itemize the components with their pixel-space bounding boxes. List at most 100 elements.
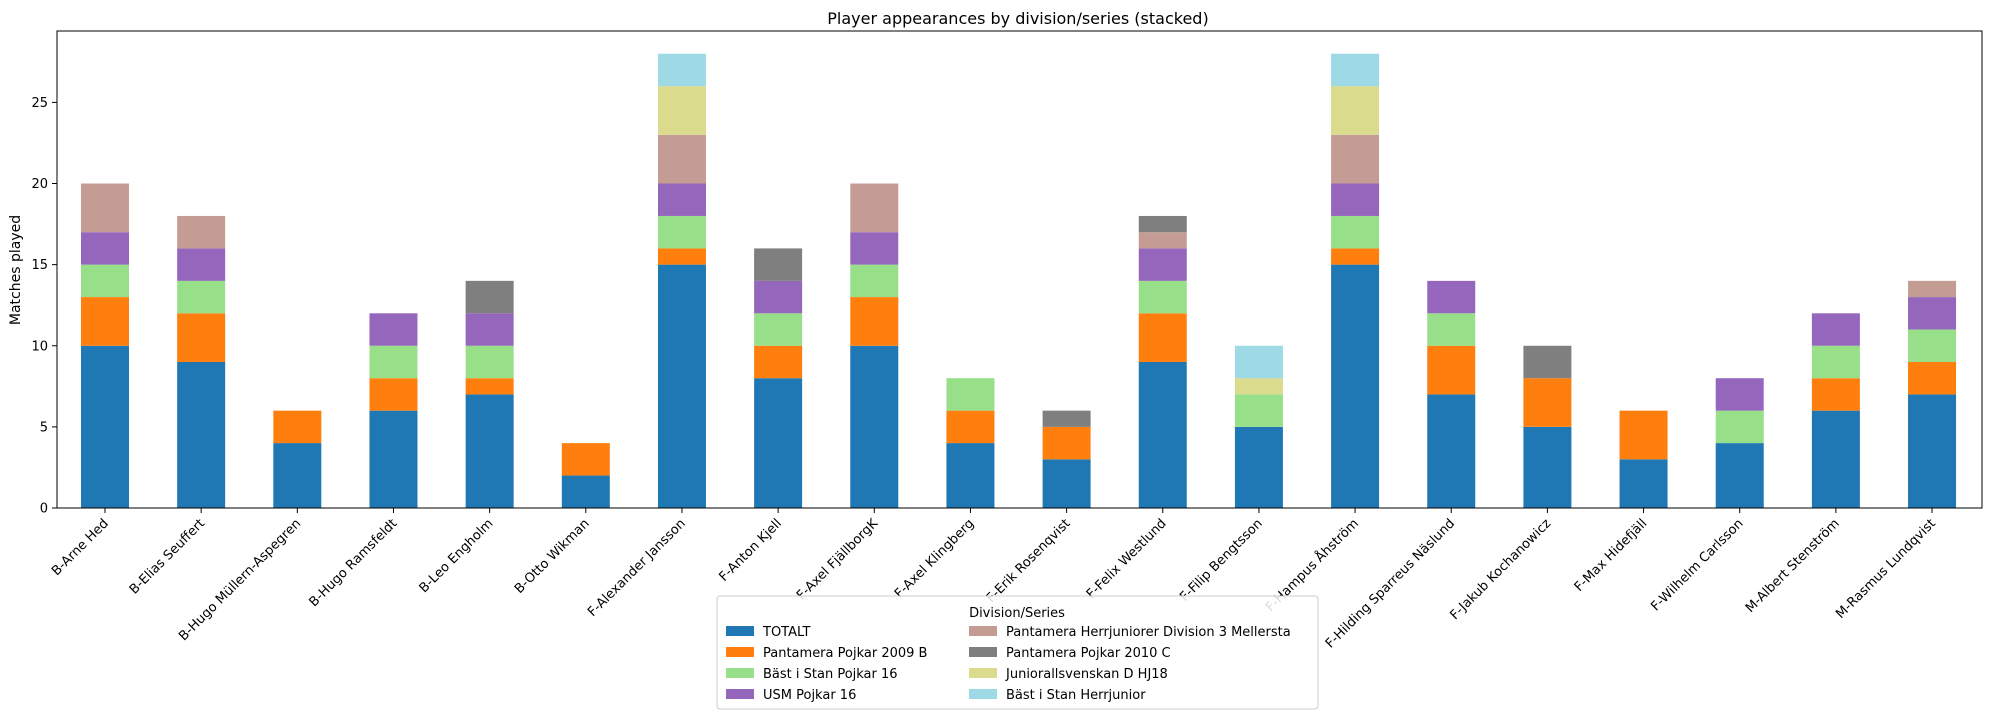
bar-segment: [369, 378, 418, 411]
bar-segment: [1523, 426, 1572, 508]
bar-segment: [754, 313, 803, 346]
bar-segment: [657, 215, 706, 249]
x-tick-label: F-Max Hidefjäll: [1572, 516, 1651, 595]
bar-segment: [1234, 394, 1283, 427]
bar-segment: [1331, 134, 1380, 184]
bar-segment: [1234, 345, 1283, 379]
legend-items: TOTALT Pantamera Pojkar 2009 B Bäst i Stan…: [726, 625, 1291, 703]
bar-segment: [81, 264, 129, 298]
legend-swatch: [969, 668, 997, 678]
legend-label: Bäst i Stan Pojkar 16: [763, 667, 898, 682]
bar-segment: [1138, 215, 1187, 233]
bar-segment: [1234, 426, 1283, 508]
bar-segment: [1427, 394, 1476, 508]
bar-segment: [1331, 264, 1380, 508]
bar-segment: [657, 86, 706, 135]
legend-label: Juniorallsvenskan D HJ18: [1005, 667, 1168, 682]
x-tick-label: F-Alexander Jansson: [585, 516, 689, 620]
x-tick-label: F-Erik Rosenqvist: [984, 516, 1074, 606]
y-tick-label: 15: [31, 258, 48, 273]
bar-segment: [850, 297, 899, 346]
legend-label: Pantamera Pojkar 2010 C: [1006, 646, 1171, 661]
bar-segment: [1619, 410, 1668, 460]
bar-segment: [369, 410, 418, 508]
x-tick-label: F-Axel FjällborgK: [794, 516, 881, 603]
x-tick-label: B-Elias Seuffert: [127, 516, 208, 597]
legend: Division/Series TOTALT Pantamera Pojkar 2…: [716, 595, 1319, 710]
x-tick-label: B-Hugo Ramsfeldt: [307, 516, 401, 610]
bar-segment: [754, 280, 803, 314]
legend-label: Pantamera Herrjuniorer Division 3 Meller…: [1006, 625, 1291, 640]
bar-segment: [850, 232, 899, 265]
x-tick-label: F-Felix Westlund: [1084, 516, 1170, 602]
legend-swatch: [969, 689, 997, 699]
bar-segment: [1138, 280, 1187, 314]
bar-segment: [1042, 426, 1091, 460]
y-tick-label: 25: [31, 96, 48, 111]
x-tick-label: M-Albert Stenström: [1743, 516, 1843, 616]
bar-segment: [1042, 410, 1091, 427]
bar-segment: [177, 215, 226, 249]
bars-layer: [81, 53, 1957, 508]
bar-segment: [1331, 86, 1380, 135]
legend-swatch: [969, 647, 997, 657]
bar-segment: [754, 248, 803, 281]
bar-segment: [1715, 378, 1764, 411]
bar-segment: [1715, 443, 1764, 508]
legend-label: Pantamera Pojkar 2009 B: [763, 646, 927, 661]
bar-segment: [850, 264, 899, 298]
y-tick-label: 20: [31, 177, 48, 192]
bar-segment: [657, 248, 706, 265]
bar-segment: [1331, 53, 1380, 87]
legend-swatch: [726, 668, 754, 678]
y-axis-label: Matches played: [8, 215, 24, 325]
bar-segment: [1331, 183, 1380, 216]
bar-segment: [81, 232, 129, 265]
bar-segment: [1042, 459, 1091, 508]
bar-segment: [81, 345, 129, 508]
bar-segment: [273, 443, 322, 508]
bar-segment: [1523, 345, 1572, 379]
bar-segment: [1427, 280, 1476, 314]
bar-segment: [1908, 394, 1957, 508]
bar-segment: [1427, 313, 1476, 346]
bar-segment: [1138, 361, 1187, 508]
bar-segment: [561, 475, 610, 508]
x-tick-label: B-Arne Hed: [49, 516, 112, 579]
legend-label: Bäst i Stan Herrjunior: [1006, 688, 1146, 703]
bar-segment: [1811, 313, 1860, 346]
bar-segment: [465, 378, 514, 395]
bar-segment: [1523, 378, 1572, 427]
legend-title: Division/Series: [969, 606, 1065, 621]
bar-segment: [657, 53, 706, 87]
bar-segment: [754, 345, 803, 379]
bar-segment: [177, 361, 226, 508]
bar-segment: [1234, 378, 1283, 395]
plot-frame: [56, 30, 1983, 509]
chart-title: Player appearances by division/series (s…: [827, 9, 1208, 28]
bar-segment: [1138, 232, 1187, 249]
bar-segment: [465, 280, 514, 314]
bar-segment: [1331, 248, 1380, 265]
bar-segment: [1331, 215, 1380, 249]
bar-segment: [177, 280, 226, 314]
bar-segment: [369, 345, 418, 379]
legend-swatch: [726, 647, 754, 657]
legend-label: USM Pojkar 16: [763, 688, 856, 703]
y-tick-label: 5: [40, 420, 48, 435]
bar-segment: [273, 410, 322, 444]
x-tick-label: F-Wilhelm Carlsson: [1648, 516, 1746, 614]
bar-segment: [81, 183, 129, 233]
bar-segment: [657, 134, 706, 184]
x-tick-label: F-Axel Klingberg: [892, 516, 977, 601]
bar-segment: [1811, 345, 1860, 379]
bar-segment: [561, 443, 610, 476]
bar-segment: [1138, 313, 1187, 362]
bar-segment: [177, 248, 226, 281]
bar-segment: [657, 264, 706, 508]
bar-segment: [946, 378, 995, 411]
bar-segment: [850, 345, 899, 508]
bar-segment: [754, 378, 803, 508]
bar-segment: [1908, 297, 1957, 330]
